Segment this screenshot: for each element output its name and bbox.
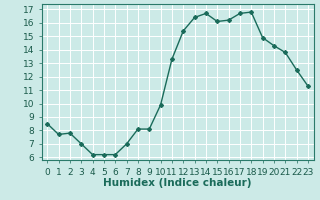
X-axis label: Humidex (Indice chaleur): Humidex (Indice chaleur) <box>103 178 252 188</box>
